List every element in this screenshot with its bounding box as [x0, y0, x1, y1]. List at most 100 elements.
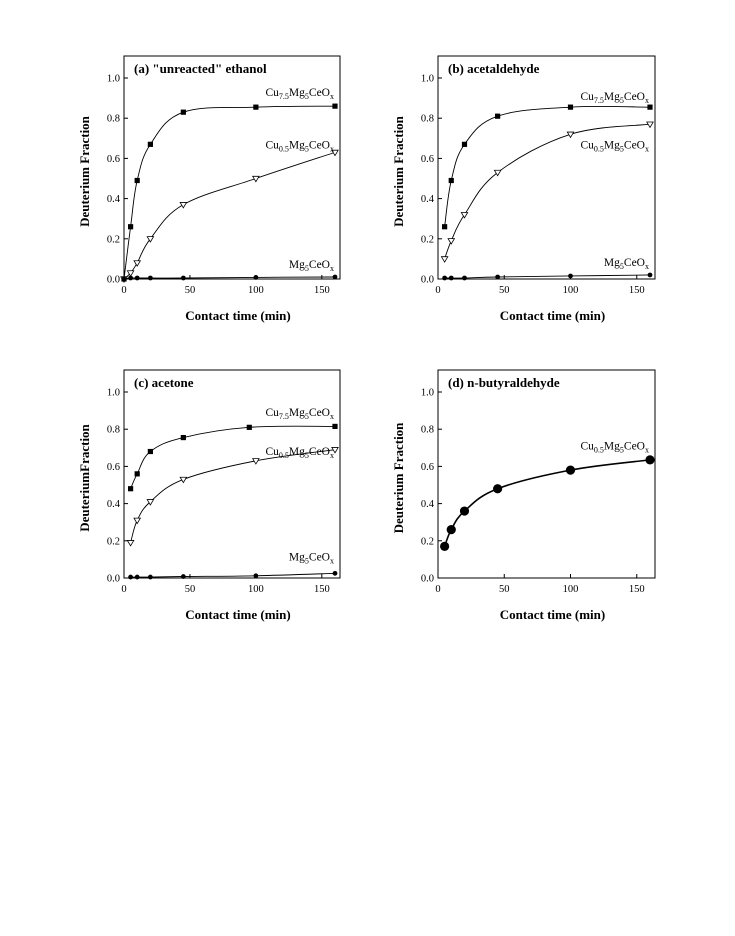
y-tick-label: 1.0	[421, 388, 434, 399]
data-point	[567, 104, 574, 110]
series-label: Mg5CeOx	[289, 259, 334, 273]
y-tick-label: 0.6	[421, 154, 434, 165]
x-axis-title: Contact time (min)	[500, 607, 605, 622]
x-axis-title: Contact time (min)	[500, 308, 605, 323]
x-tick-label: 150	[629, 584, 645, 595]
x-axis-title: Contact time (min)	[185, 308, 290, 323]
series-line	[130, 449, 336, 543]
x-tick-label: 0	[121, 285, 126, 296]
series-Mg5CeOx: Mg5CeOx	[442, 257, 653, 281]
series-line	[443, 459, 651, 547]
data-point	[180, 434, 186, 441]
x-tick-label: 100	[563, 584, 579, 595]
series-label: Cu0.5Mg5CeOx	[266, 446, 335, 460]
panel-a-ethanol: 0.0 0.2 0.4 0.6 0.8 1.0 0 50 100 150 Contact time …	[77, 55, 341, 323]
data-point	[179, 476, 188, 484]
data-point	[442, 224, 448, 230]
series-label: Cu0.5Mg5CeOx	[266, 139, 335, 153]
data-point	[251, 458, 260, 465]
series-line	[444, 274, 651, 279]
y-tick-label: 0.8	[421, 114, 434, 125]
y-tick-label: 0.4	[421, 194, 435, 205]
series-Cu0.5Mg5CeOx: Cu0.5Mg5CeOx	[120, 139, 339, 283]
x-tick-label: 0	[435, 584, 440, 595]
series-label: Mg5CeOx	[604, 257, 649, 271]
y-tick-label: 0.6	[421, 462, 434, 473]
data-point	[645, 455, 655, 465]
data-point	[180, 275, 186, 281]
x-tick-label: 100	[248, 584, 264, 595]
data-point	[493, 169, 502, 177]
series-Cu7.5Mg5CeOx: Cu7.5Mg5CeOx	[121, 87, 338, 282]
data-point	[127, 486, 134, 492]
y-tick-label: 1.0	[107, 74, 120, 85]
data-point	[495, 113, 501, 119]
data-point	[147, 574, 153, 580]
series-line	[444, 105, 651, 227]
series-Cu0.5Mg5CeOx: Cu0.5Mg5CeOx	[440, 121, 654, 263]
data-point	[134, 471, 140, 477]
y-tick-label: 0.0	[421, 574, 434, 585]
y-axis-title: Deuterium Fraction	[391, 422, 406, 534]
panel-title: (d) n-butyraldehyde	[448, 375, 560, 390]
data-point	[568, 273, 573, 279]
data-point	[251, 175, 260, 183]
data-point	[332, 103, 338, 109]
x-tick-label: 150	[314, 285, 330, 296]
data-point	[128, 574, 133, 580]
series-label: Cu0.5Mg5CeOx	[581, 139, 650, 153]
y-axis-title: Deuterium Fraction	[77, 115, 92, 227]
data-point	[133, 260, 142, 267]
series-label: Mg5CeOx	[289, 551, 334, 565]
plot-frame	[123, 369, 341, 579]
y-tick-label: 0.8	[107, 114, 120, 125]
data-point	[495, 274, 501, 280]
x-tick-label: 50	[185, 584, 196, 595]
data-point	[565, 465, 576, 475]
panel-title: (a) "unreacted" ethanol	[134, 61, 267, 76]
x-tick-label: 0	[435, 285, 440, 296]
data-point	[253, 573, 259, 579]
y-tick-label: 0.2	[107, 536, 120, 547]
x-tick-label: 100	[563, 285, 579, 296]
data-point	[146, 236, 155, 243]
data-point	[128, 275, 133, 281]
panel-b-acetaldehyde: 0.0 0.2 0.4 0.6 0.8 1.0 0 50 100 150 Contact time …	[391, 55, 656, 323]
y-tick-label: 0.8	[421, 425, 434, 436]
data-point	[446, 525, 456, 535]
panel-d-butyraldehyde: 0.0 0.2 0.4 0.6 0.8 1.0 0 50 100 150 Contact time …	[391, 369, 656, 622]
y-axis-title: DeuteriumFraction	[77, 423, 92, 531]
x-tick-label: 150	[629, 285, 645, 296]
data-point	[180, 574, 186, 579]
data-point	[147, 275, 153, 281]
y-tick-label: 0.0	[107, 275, 120, 286]
plot-frame	[437, 369, 656, 579]
data-point	[126, 270, 135, 277]
y-tick-label: 1.0	[107, 388, 120, 399]
data-point	[253, 274, 259, 280]
plot-frame	[123, 55, 341, 280]
data-point	[448, 275, 454, 281]
y-tick-label: 1.0	[421, 74, 434, 85]
plot-frame	[437, 55, 656, 280]
data-point	[127, 224, 134, 230]
data-point	[442, 275, 448, 281]
data-point	[331, 149, 339, 157]
data-point	[126, 540, 135, 547]
x-tick-label: 150	[314, 584, 330, 595]
series-label: Cu7.5Mg5CeOx	[581, 91, 650, 105]
y-tick-label: 0.6	[107, 154, 120, 165]
data-point	[146, 499, 155, 506]
y-tick-label: 0.4	[107, 499, 121, 510]
data-point	[134, 275, 140, 281]
y-axis-title: Deuterium Fraction	[391, 115, 406, 227]
data-point	[647, 272, 653, 278]
series-Cu7.5Mg5CeOx: Cu7.5Mg5CeOx	[127, 407, 338, 492]
data-point	[493, 484, 503, 494]
data-point	[647, 104, 653, 110]
data-point	[460, 212, 469, 219]
y-tick-label: 0.2	[107, 234, 120, 245]
data-point	[646, 121, 654, 129]
x-tick-label: 0	[121, 584, 126, 595]
